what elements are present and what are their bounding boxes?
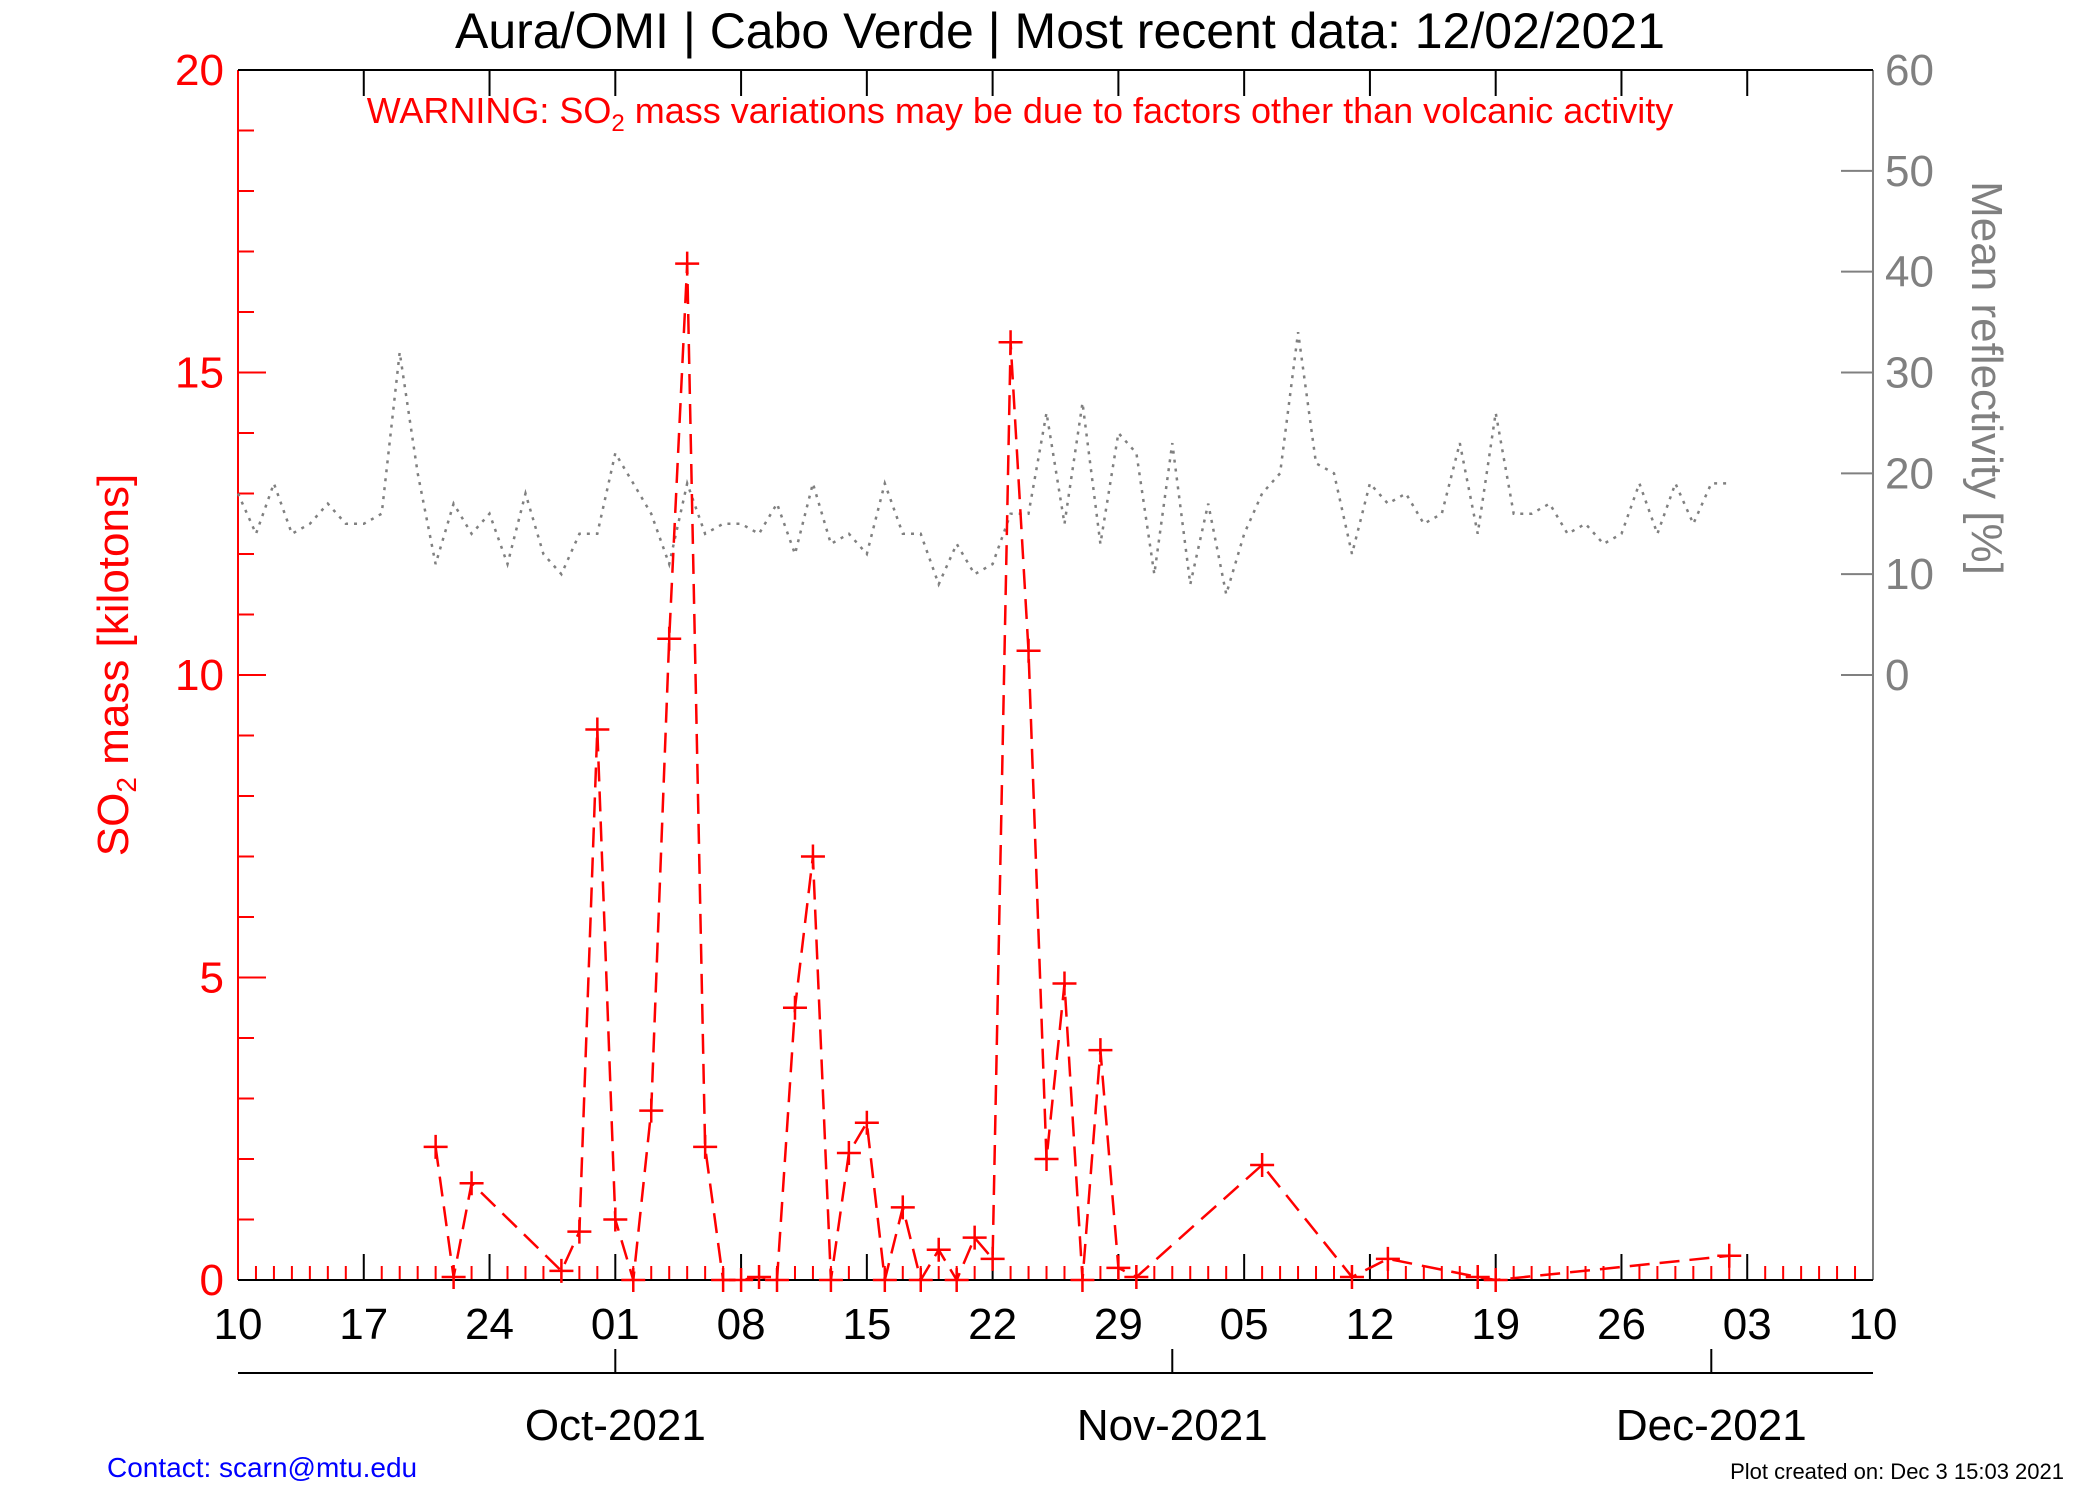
so2-point: [1375, 1246, 1400, 1271]
x-tick-label: 08: [717, 1300, 766, 1349]
so2-point: [1034, 1147, 1059, 1171]
so2-point: [1339, 1264, 1364, 1289]
so2-point: [1250, 1153, 1275, 1178]
reflectivity-series: [236, 332, 1730, 595]
so2-line: [434, 263, 1730, 1284]
x-tick-label: 05: [1220, 1300, 1269, 1349]
so2-series: [423, 251, 1742, 1292]
so2-point: [998, 330, 1023, 355]
right-tick-label: 0: [1885, 651, 1909, 700]
right-tick-label: 40: [1885, 248, 1934, 297]
x-tick-label: 24: [465, 1300, 514, 1349]
right-tick-label: 50: [1885, 147, 1934, 196]
so2-point: [765, 1268, 790, 1292]
warning-suffix: mass variations may be due to factors ot…: [625, 90, 1673, 131]
so2-point: [1052, 971, 1077, 996]
x-tick-label: 22: [968, 1300, 1017, 1349]
x-tick-label: 15: [842, 1300, 891, 1349]
left-axis-label-prefix: SO: [89, 793, 138, 857]
so2-point: [441, 1264, 466, 1289]
x-tick-label: 03: [1723, 1300, 1772, 1349]
so2-point: [800, 844, 825, 869]
reflectivity-line: [236, 332, 1730, 595]
right-tick-label: 60: [1885, 46, 1934, 95]
so2-point: [980, 1246, 1005, 1271]
grid-frame: [237, 69, 1874, 1374]
x-tick-label: 29: [1094, 1300, 1143, 1349]
left-axis-label-suffix: mass [kilotons]: [89, 474, 138, 777]
so2-point: [926, 1237, 951, 1262]
warning-text: WARNING: SO2 mass variations may be due …: [367, 90, 1674, 137]
so2-point: [818, 1268, 843, 1292]
so2-point: [1088, 1038, 1113, 1063]
left-tick-label: 5: [200, 954, 224, 1003]
month-label: Nov-2021: [1077, 1401, 1268, 1450]
so2-point: [657, 626, 682, 651]
plot-created-text: Plot created on: Dec 3 15:03 2021: [1730, 1459, 2064, 1484]
x-tick-label: 26: [1597, 1300, 1646, 1349]
so2-point: [567, 1219, 592, 1244]
x-tick-label: 10: [1849, 1300, 1898, 1349]
right-tick-label: 10: [1885, 550, 1934, 599]
so2-point: [747, 1264, 772, 1289]
left-tick-label: 20: [175, 46, 224, 95]
so2-point: [944, 1268, 969, 1292]
right-tick-label: 30: [1885, 349, 1934, 398]
left-tick-label: 0: [200, 1256, 224, 1305]
so2-point: [1717, 1243, 1742, 1268]
so2-point: [908, 1268, 933, 1292]
so2-point: [603, 1207, 628, 1232]
right-axis-label: Mean reflectivity [%]: [1962, 181, 2011, 575]
so2-point: [962, 1225, 987, 1250]
so2-point: [639, 1098, 664, 1123]
month-label: Dec-2021: [1616, 1401, 1807, 1450]
left-tick-label: 15: [175, 349, 224, 398]
left-tick-label: 10: [175, 651, 224, 700]
x-tick-label: 17: [339, 1300, 388, 1349]
so2-point: [782, 995, 807, 1020]
month-label: Oct-2021: [525, 1401, 706, 1450]
chart-title: Aura/OMI | Cabo Verde | Most recent data…: [455, 3, 1665, 59]
so2-point: [675, 251, 700, 276]
so2-point: [621, 1268, 646, 1292]
so2-point: [1070, 1268, 1095, 1292]
warning-subscript: 2: [611, 110, 624, 137]
warning-prefix: WARNING: SO: [367, 90, 612, 131]
so2-point: [423, 1134, 448, 1159]
ticks-layer: [237, 69, 1874, 1373]
so2-point: [854, 1110, 879, 1135]
so2-point: [693, 1134, 718, 1159]
left-axis-label-subscript: 2: [111, 777, 142, 793]
so2-point: [459, 1171, 484, 1196]
x-tick-label: 10: [214, 1300, 263, 1349]
right-tick-label: 20: [1885, 449, 1934, 498]
so2-point: [872, 1268, 897, 1292]
so2-point: [549, 1258, 574, 1283]
left-axis-label: SO2 mass [kilotons]: [89, 474, 142, 856]
x-tick-label: 12: [1345, 1300, 1394, 1349]
so2-point: [836, 1140, 861, 1165]
x-tick-label: 01: [591, 1300, 640, 1349]
so2-point: [1124, 1264, 1149, 1289]
so2-point: [729, 1268, 754, 1292]
so2-point: [1106, 1255, 1131, 1280]
x-tick-label: 19: [1471, 1300, 1520, 1349]
so2-point: [890, 1195, 915, 1220]
so2-point: [1465, 1264, 1490, 1289]
so2-point: [1016, 638, 1041, 663]
so2-point: [585, 717, 610, 742]
so2-point: [1483, 1268, 1508, 1292]
contact-text[interactable]: Contact: scarn@mtu.edu: [107, 1452, 417, 1483]
